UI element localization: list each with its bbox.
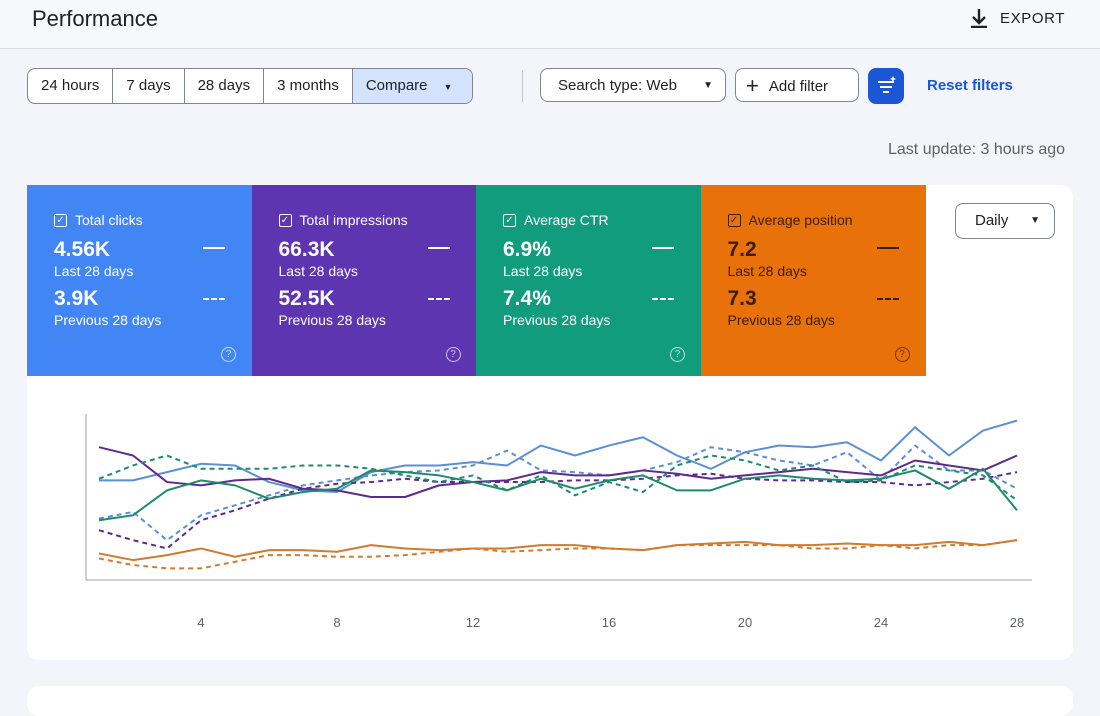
- granularity-label: Daily: [975, 212, 1009, 229]
- checkbox: ✓: [278, 213, 292, 227]
- previous-series-line: [98, 454, 1018, 502]
- x-tick-label: 28: [1010, 615, 1024, 630]
- card-title: Average position: [748, 212, 853, 228]
- x-tick-label: 4: [197, 615, 204, 630]
- previous-value: 52.5K: [278, 287, 335, 310]
- search-type-button[interactable]: Search type: Web ▼: [540, 68, 726, 102]
- range-button[interactable]: Compare ▼: [352, 69, 473, 103]
- range-button[interactable]: 3 months: [264, 69, 353, 103]
- card-title-row: ✓ Total impressions: [278, 212, 477, 228]
- previous-value: 7.3: [727, 287, 757, 310]
- current-label: Last 28 days: [503, 263, 583, 279]
- help-icon: ?: [221, 347, 236, 362]
- metric-card[interactable]: ✓ Total impressions 66.3K Last 28 days 52.5K…: [251, 185, 477, 376]
- previous-label: Previous 28 days: [503, 312, 611, 328]
- performance-chart: 4 8 12 16 20 24 28: [85, 414, 1032, 630]
- checkbox: ✓: [727, 213, 741, 227]
- download-icon: [971, 9, 987, 28]
- dropdown-arrow: ▼: [443, 82, 453, 92]
- card-title-row: ✓ Total clicks: [54, 212, 252, 228]
- current-value: 66.3K: [278, 238, 335, 261]
- granularity-button[interactable]: Daily ▼: [955, 203, 1055, 239]
- current-label: Last 28 days: [278, 263, 358, 279]
- date-range-group: 24 hours 7 days 28 days 3 months Compare ▼: [27, 68, 474, 104]
- solid-line-key: [203, 247, 225, 249]
- card-title-row: ✓ Average CTR: [503, 212, 701, 228]
- current-series-line: [98, 539, 1018, 562]
- current-label: Last 28 days: [54, 263, 134, 279]
- previous-value: 7.4%: [503, 287, 551, 310]
- card-title: Total clicks: [75, 212, 143, 228]
- filter-icon-button[interactable]: [868, 68, 904, 104]
- previous-series-line: [98, 444, 1018, 542]
- export-button[interactable]: EXPORT: [970, 8, 1065, 28]
- current-value: 6.9%: [503, 238, 551, 261]
- reset-filters-link[interactable]: Reset filters: [927, 77, 1013, 94]
- x-tick-label: 12: [466, 615, 480, 630]
- current-series-line: [98, 467, 1018, 522]
- card-title: Total impressions: [299, 212, 408, 228]
- current-value: 4.56K: [54, 238, 111, 261]
- range-button[interactable]: 7 days: [113, 69, 185, 103]
- x-tick-label: 8: [333, 615, 340, 630]
- checkbox: ✓: [503, 213, 516, 227]
- checkbox: ✓: [54, 213, 67, 227]
- help-icon: ?: [894, 347, 910, 362]
- x-tick-label: 20: [738, 615, 752, 630]
- help-icon: ?: [445, 347, 461, 362]
- page-title: Performance: [32, 6, 158, 31]
- help-icon: ?: [670, 347, 685, 362]
- add-filter-button[interactable]: + Add filter: [735, 68, 859, 102]
- previous-label: Previous 28 days: [278, 312, 386, 328]
- separator: [522, 70, 523, 102]
- previous-value: 3.9K: [54, 287, 99, 310]
- current-series-line: [98, 446, 1018, 498]
- metric-card[interactable]: ✓ Average CTR 6.9% Last 28 days 7.4% Previous…: [476, 185, 701, 376]
- previous-label: Previous 28 days: [727, 312, 835, 328]
- range-button[interactable]: 24 hours: [28, 69, 114, 103]
- previous-label: Previous 28 days: [54, 312, 162, 328]
- dashed-line-key: [427, 298, 450, 300]
- search-type-label: Search type: Web: [558, 77, 677, 94]
- x-tick-label: 24: [874, 615, 888, 630]
- previous-series-line: [98, 539, 1018, 570]
- header-bar: [0, 0, 1100, 49]
- dropdown-arrow: ▼: [703, 80, 713, 91]
- metric-card[interactable]: ✓ Total clicks 4.56K Last 28 days 3.9K Previo…: [27, 185, 252, 376]
- solid-line-key: [876, 247, 899, 249]
- current-value: 7.2: [727, 238, 757, 261]
- dashed-line-key: [876, 298, 899, 300]
- dashed-line-key: [203, 298, 225, 300]
- filter-icon: [878, 76, 896, 93]
- dashed-line-key: [652, 298, 674, 300]
- solid-line-key: [427, 247, 450, 249]
- card-title-row: ✓ Average position: [727, 212, 926, 228]
- export-label: EXPORT: [1000, 9, 1066, 27]
- last-update: Last update: 3 hours ago: [888, 141, 1066, 158]
- current-label: Last 28 days: [727, 263, 807, 279]
- solid-line-key: [652, 247, 674, 249]
- current-series-line: [99, 419, 1018, 494]
- add-filter-label: Add filter: [768, 78, 829, 95]
- lower-panel: [27, 686, 1073, 716]
- x-tick-label: 16: [602, 615, 616, 630]
- card-title: Average CTR: [524, 212, 609, 228]
- plus-icon: +: [746, 73, 759, 98]
- dropdown-arrow: ▼: [1030, 215, 1040, 226]
- metric-card[interactable]: ✓ Average position 7.2 Last 28 days 7.3 Previ…: [700, 185, 926, 376]
- range-button[interactable]: 28 days: [185, 69, 265, 103]
